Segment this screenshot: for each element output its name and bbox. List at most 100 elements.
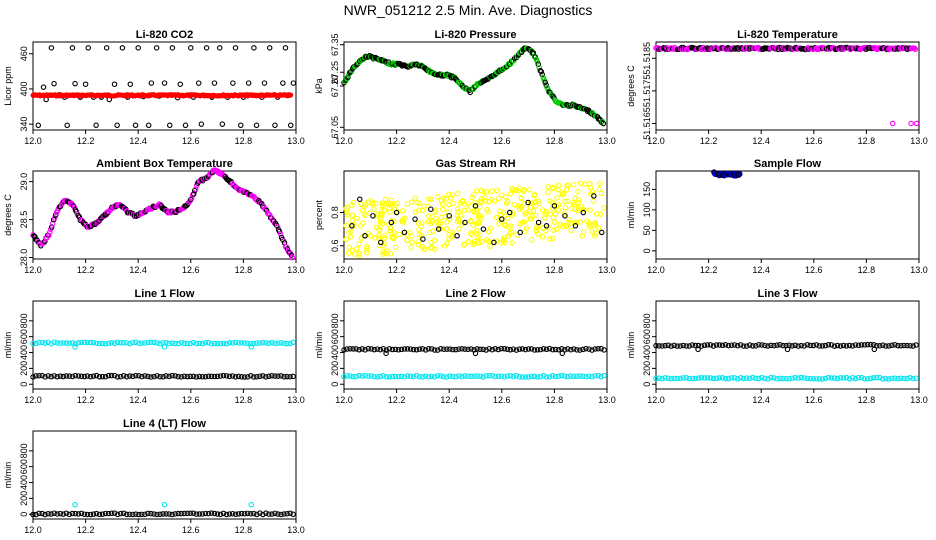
data-point — [686, 343, 693, 349]
data-point — [72, 344, 78, 350]
y-axis-label: ml/min — [3, 332, 13, 359]
data-point — [238, 340, 245, 346]
data-point — [347, 233, 354, 240]
data-point — [486, 345, 492, 352]
data-point — [241, 340, 248, 346]
data-point — [498, 240, 504, 246]
panel-line2: Line 2 Flow 12.0 12.2 12.4 12.6 12.8 13.0 0 2004… — [314, 288, 616, 405]
data-point — [547, 198, 553, 204]
data-point — [360, 220, 366, 226]
plot-frame — [655, 170, 920, 260]
data-point — [877, 343, 883, 349]
data-point — [205, 339, 212, 346]
y-tick-label: 0.8 — [330, 206, 340, 219]
x-tick-label: 12.6 — [493, 265, 511, 275]
data-point — [275, 373, 281, 379]
data-point — [211, 80, 218, 86]
data-point — [132, 122, 139, 129]
data-point — [345, 250, 352, 256]
data-point — [376, 242, 383, 249]
y-tick-label: 800 — [642, 313, 652, 328]
data-point — [371, 346, 377, 353]
data-point — [580, 209, 587, 216]
data-point — [855, 374, 862, 381]
x-tick-label: 13.0 — [287, 136, 305, 146]
data-point — [145, 339, 151, 346]
data-point — [69, 373, 76, 380]
data-point — [502, 194, 509, 200]
data-point — [562, 346, 568, 353]
x-tick-label: 13.0 — [598, 265, 616, 275]
data-point — [254, 340, 260, 346]
data-point — [462, 219, 468, 226]
data-point — [455, 190, 461, 197]
x-tick-label: 13.0 — [287, 395, 305, 405]
data-point — [737, 342, 744, 348]
data-points — [30, 45, 297, 129]
data-point — [565, 346, 571, 352]
data-point — [133, 511, 139, 517]
data-point — [489, 346, 495, 353]
data-point — [774, 375, 780, 382]
data-point — [373, 200, 379, 207]
data-points — [341, 345, 607, 380]
data-point — [707, 375, 714, 381]
data-point — [765, 376, 771, 382]
data-point — [184, 373, 190, 380]
data-point — [163, 373, 169, 379]
data-point — [175, 373, 181, 380]
data-point — [216, 45, 223, 51]
data-point — [689, 342, 696, 348]
data-point — [692, 375, 699, 382]
x-tick-label: 12.0 — [647, 136, 665, 146]
data-point — [362, 233, 368, 239]
data-point — [789, 343, 795, 349]
data-point — [571, 201, 577, 208]
data-point — [257, 340, 263, 346]
data-point — [368, 373, 374, 379]
data-point — [725, 375, 732, 382]
data-point — [263, 374, 269, 380]
data-point — [753, 343, 759, 349]
data-point — [539, 234, 546, 240]
data-point — [33, 373, 39, 379]
data-point — [513, 372, 520, 379]
data-point — [698, 374, 705, 381]
data-point — [39, 372, 45, 379]
data-point — [484, 206, 490, 213]
data-point — [783, 375, 789, 382]
data-point — [537, 373, 544, 380]
data-point — [353, 246, 360, 252]
data-point — [542, 79, 548, 86]
data-point — [433, 216, 439, 222]
data-point — [416, 226, 422, 233]
data-point — [889, 342, 895, 349]
data-point — [449, 192, 455, 198]
data-point — [362, 372, 368, 379]
y-tick-label: 200 — [19, 361, 29, 376]
data-point — [555, 187, 561, 193]
data-point — [99, 511, 106, 517]
data-point — [48, 224, 55, 230]
data-point — [63, 340, 70, 346]
data-point — [69, 340, 76, 346]
data-point — [816, 376, 823, 382]
data-point — [272, 340, 278, 346]
data-point — [384, 248, 390, 254]
x-tick-label: 12.4 — [752, 395, 770, 405]
data-point — [211, 373, 218, 380]
data-point — [483, 373, 489, 379]
data-point — [395, 373, 402, 380]
data-point — [410, 373, 417, 380]
data-point — [525, 346, 532, 352]
data-point — [912, 46, 919, 53]
data-point — [412, 195, 418, 201]
data-point — [120, 372, 127, 379]
data-point — [510, 210, 516, 216]
y-axis-label: degrees C — [3, 194, 13, 236]
data-point — [774, 342, 780, 348]
data-point — [509, 240, 515, 246]
data-point — [470, 191, 477, 198]
x-tick-label: 12.8 — [546, 265, 564, 275]
data-point — [574, 347, 580, 353]
